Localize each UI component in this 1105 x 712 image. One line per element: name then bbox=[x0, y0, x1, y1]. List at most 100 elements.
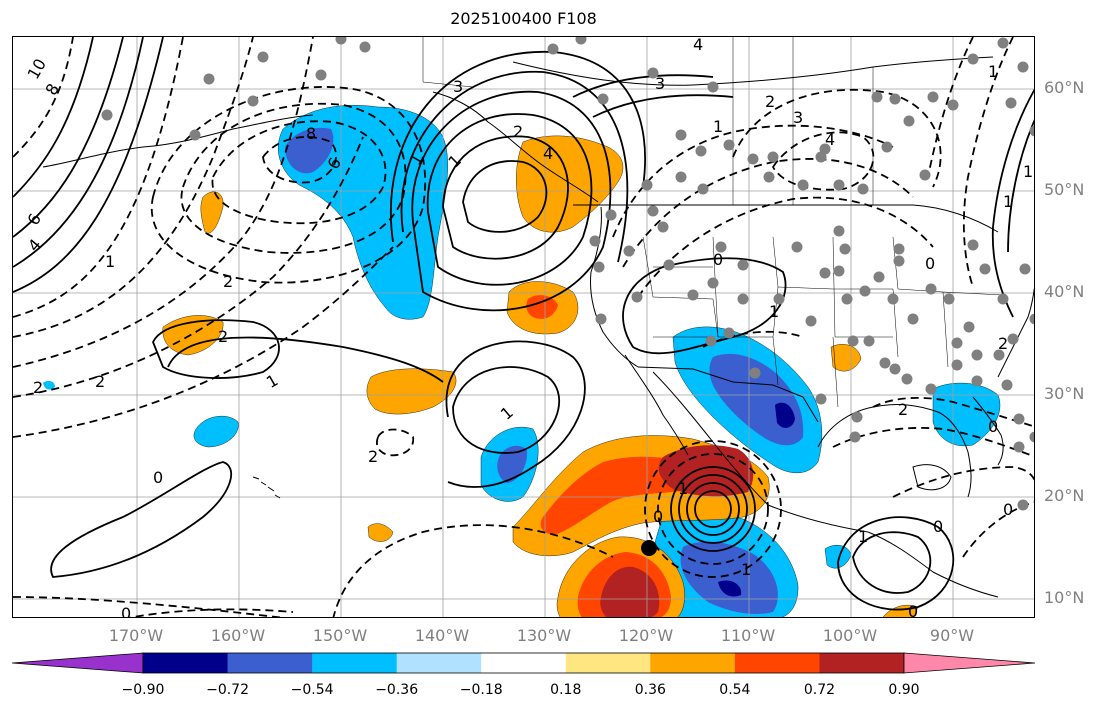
contour-label: 3 bbox=[655, 74, 665, 93]
latitude-label: 30°N bbox=[1044, 384, 1085, 403]
contour-solid bbox=[152, 319, 280, 379]
station-dot bbox=[925, 283, 937, 295]
contour-solid bbox=[13, 37, 94, 198]
station-dot bbox=[971, 375, 983, 387]
contour-label: 1 bbox=[105, 252, 115, 271]
contour-label: 0 bbox=[908, 602, 918, 618]
station-dot bbox=[951, 359, 963, 371]
station-dot bbox=[687, 289, 699, 301]
station-dot bbox=[737, 259, 749, 271]
station-dot bbox=[889, 363, 901, 375]
contour-dashed bbox=[892, 466, 1034, 498]
anomaly-negative-tropical-core bbox=[680, 541, 778, 614]
contour-dashed bbox=[832, 426, 1034, 458]
contour-dashed bbox=[13, 37, 74, 158]
station-dot bbox=[1005, 97, 1017, 109]
contour-label: 0 bbox=[153, 468, 163, 487]
anomaly-positive-hurricane-core bbox=[658, 445, 754, 497]
contour-label: 1 bbox=[1023, 162, 1033, 181]
station-dot bbox=[1013, 441, 1025, 453]
station-dot bbox=[1001, 379, 1013, 391]
contour-solid bbox=[442, 135, 569, 260]
station-dot bbox=[623, 245, 635, 257]
contour-solid bbox=[13, 37, 124, 238]
contour-label: 3 bbox=[453, 77, 463, 96]
contour-label: 2 bbox=[368, 447, 378, 466]
station-dot bbox=[747, 153, 759, 165]
station-dot bbox=[749, 367, 761, 379]
contour-dashed bbox=[962, 501, 1034, 558]
contour-solid bbox=[167, 336, 444, 383]
contour-label: 2 bbox=[765, 92, 775, 111]
station-dot bbox=[647, 205, 659, 217]
station-dot bbox=[589, 235, 601, 247]
longitude-label: 100°W bbox=[822, 626, 878, 645]
contour-dashed bbox=[13, 37, 254, 338]
colorbar bbox=[12, 652, 1035, 674]
station-dot bbox=[1029, 313, 1034, 325]
station-dot bbox=[593, 261, 605, 273]
contour-dashed bbox=[962, 37, 1014, 288]
station-dot bbox=[947, 99, 959, 111]
colorbar-segment bbox=[143, 653, 229, 673]
contour-dashed bbox=[732, 88, 942, 188]
station-dot bbox=[675, 171, 687, 183]
station-dot bbox=[815, 393, 827, 405]
station-dot bbox=[797, 179, 809, 191]
station-dot bbox=[857, 183, 869, 195]
station-dot bbox=[997, 37, 1009, 49]
colorbar-segment bbox=[481, 653, 567, 673]
contour-dashed bbox=[644, 440, 782, 578]
storm-center-marker bbox=[641, 540, 658, 556]
station-dot bbox=[547, 43, 559, 55]
station-dots bbox=[101, 37, 1034, 511]
contour-dashed bbox=[657, 453, 769, 565]
colorbar-extend-high bbox=[903, 652, 1035, 674]
station-dot bbox=[715, 241, 727, 253]
colorbar-tick-label: −0.90 bbox=[121, 682, 165, 698]
station-dot bbox=[257, 51, 269, 63]
contour-label: 0 bbox=[1003, 500, 1013, 519]
colorbar-tick-label: 0.18 bbox=[550, 682, 582, 698]
anomaly-negative-hawaii bbox=[193, 415, 239, 448]
station-dot bbox=[1007, 333, 1019, 345]
station-dot bbox=[657, 221, 669, 233]
contour-dashed bbox=[262, 136, 337, 184]
station-dot bbox=[967, 53, 979, 65]
colorbar-tick-label: 0.72 bbox=[803, 682, 836, 698]
station-dot bbox=[819, 267, 831, 279]
longitude-label: 140°W bbox=[414, 626, 470, 645]
map-title: 2025100400 F108 bbox=[450, 9, 597, 28]
station-dot bbox=[859, 285, 871, 297]
station-dot bbox=[893, 255, 905, 267]
anomaly-positive-small bbox=[367, 523, 394, 542]
contour-solid bbox=[622, 257, 787, 355]
station-dot bbox=[907, 313, 919, 325]
contour-label: 0 bbox=[988, 417, 998, 436]
station-dot bbox=[849, 431, 861, 443]
station-dot bbox=[943, 293, 955, 305]
contour-label: 2 bbox=[998, 334, 1008, 353]
station-dot bbox=[927, 91, 939, 103]
contour-solid bbox=[686, 482, 740, 536]
coastline-baja bbox=[624, 354, 689, 456]
latitude-label: 50°N bbox=[1044, 180, 1085, 199]
station-dot bbox=[881, 141, 893, 153]
station-dot bbox=[997, 293, 1009, 305]
contour-label: 2 bbox=[33, 378, 43, 397]
station-dot bbox=[1017, 61, 1029, 73]
station-dot bbox=[833, 225, 845, 237]
contour-label: 4 bbox=[693, 37, 703, 54]
contour-solid bbox=[13, 37, 144, 268]
station-dot bbox=[763, 171, 775, 183]
contour-label: 4 bbox=[543, 144, 553, 163]
anomaly-positive-gulf bbox=[830, 344, 862, 372]
contour-label: 2 bbox=[223, 272, 233, 291]
station-dot bbox=[873, 271, 885, 283]
station-dot bbox=[871, 91, 883, 103]
contour-label: 1 bbox=[988, 62, 998, 81]
contour-label: 2 bbox=[898, 400, 908, 419]
colorbar-tick-label: −0.54 bbox=[290, 682, 334, 698]
contour-dashed bbox=[702, 330, 804, 348]
station-dot bbox=[805, 315, 817, 327]
